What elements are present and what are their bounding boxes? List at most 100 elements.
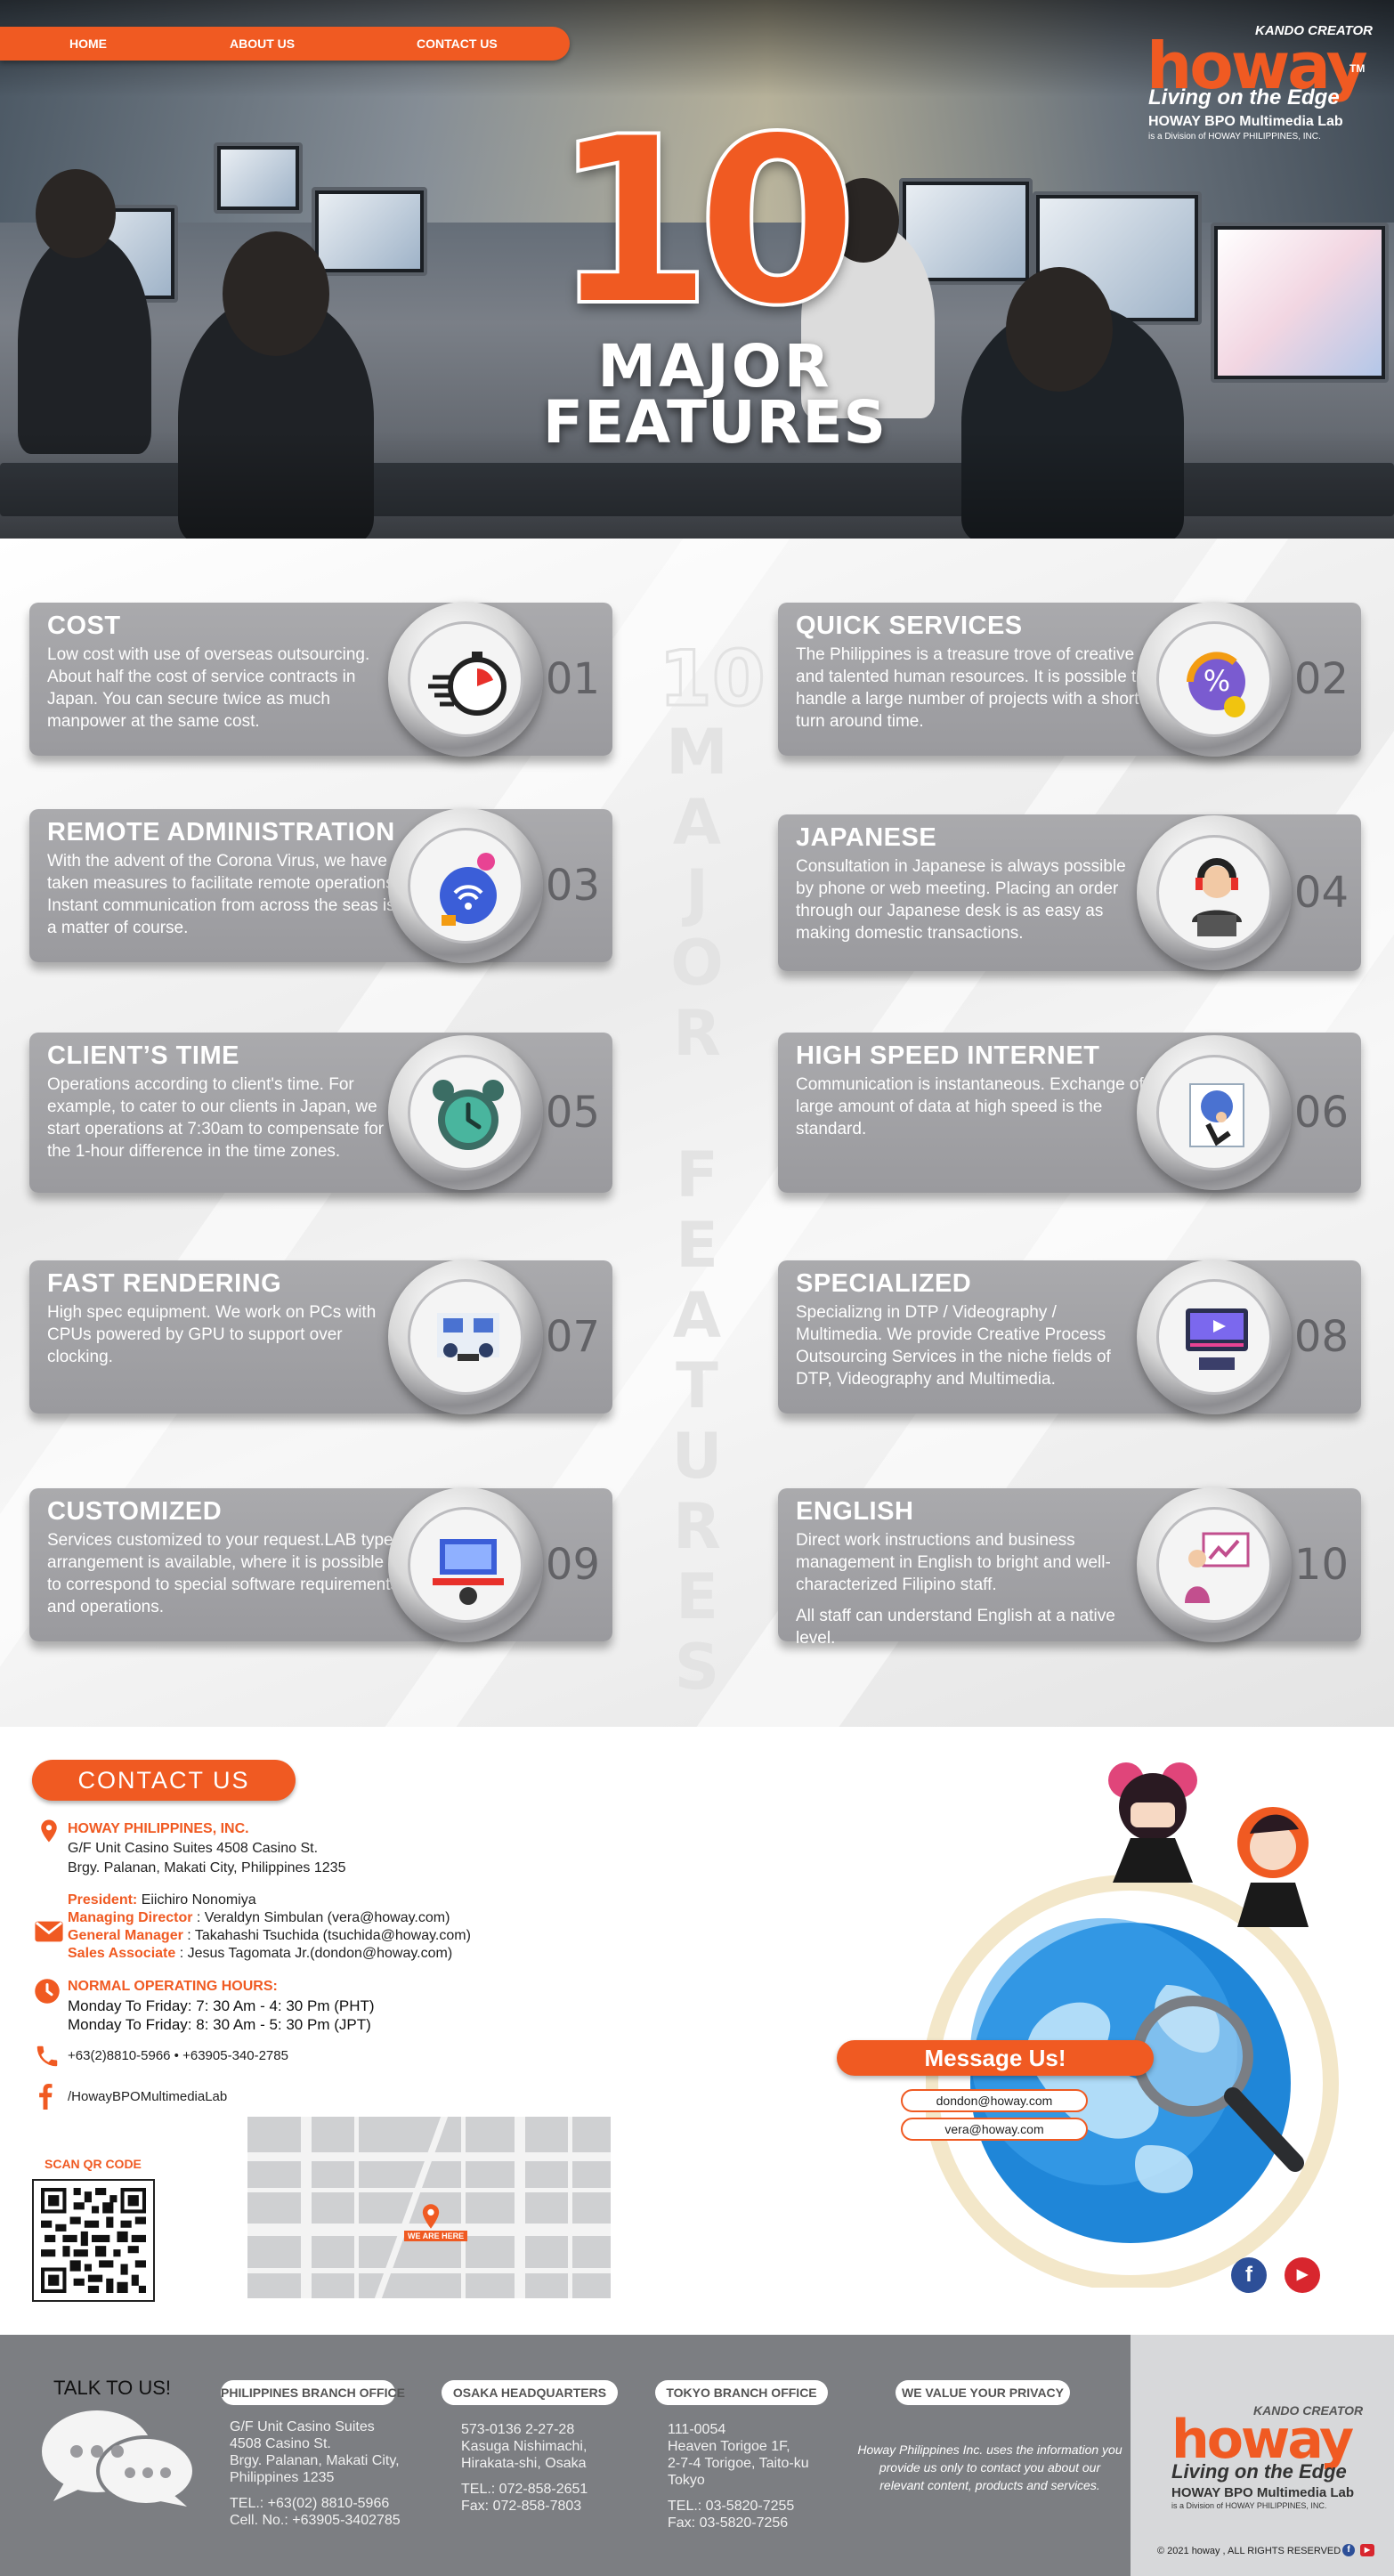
feature-card: CUSTOMIZED Services customized to your r… — [29, 1488, 612, 1641]
privacy-text: Howay Philippines Inc. uses the informat… — [856, 2441, 1123, 2494]
ph-tel[interactable]: TEL.: +63(02) 8810-5966 — [230, 2495, 401, 2512]
company-address-line1: G/F Unit Casino Suites 4508 Casino St. — [68, 1840, 318, 1858]
alarm-clock-icon — [424, 1071, 513, 1160]
watermark-letter: T — [659, 1351, 735, 1422]
nav-home-link[interactable]: HOME — [69, 36, 107, 51]
tokyo-fax: Fax: 03-5820-7256 — [668, 2515, 809, 2531]
logo-tm: TM — [1349, 62, 1365, 75]
md-label: Managing Director — [68, 1910, 192, 1925]
footer-logo-lab: HOWAY BPO Multimedia Lab — [1171, 2485, 1354, 2500]
feature-icon-ring — [1137, 1035, 1292, 1190]
logo-division: is a Division of HOWAY PHILIPPINES, INC. — [1148, 132, 1321, 142]
hero-number: 10 — [552, 107, 842, 338]
watermark-letter: J — [659, 858, 735, 928]
feature-body: Low cost with use of overseas outsourcin… — [47, 644, 399, 733]
feature-icon-ring — [1137, 1487, 1292, 1642]
email-link-vera[interactable]: vera@howay.com — [901, 2118, 1088, 2141]
facebook-handle[interactable]: /HowayBPOMultimediaLab — [68, 2088, 227, 2106]
feature-icon-ring — [1137, 1260, 1292, 1414]
feature-icon-ring — [1137, 815, 1292, 970]
company-name: HOWAY PHILIPPINES, INC. — [68, 1821, 249, 1837]
footer-facebook-icon[interactable]: f — [1342, 2544, 1355, 2556]
gm-name[interactable]: : Takahashi Tsuchida (tsuchida@howay.com… — [183, 1928, 471, 1943]
watermark-letter: O — [659, 928, 735, 999]
feature-icon-ring — [388, 808, 543, 963]
discount-icon: % — [1172, 637, 1261, 726]
feature-title: FAST RENDERING — [47, 1269, 281, 1299]
feature-body: Direct work instructions and business ma… — [796, 1529, 1147, 1649]
feature-card: HIGH SPEED INTERNET Communication is ins… — [778, 1033, 1361, 1193]
youtube-icon[interactable]: ▶ — [1285, 2257, 1320, 2293]
feature-body: Services customized to your request.LAB … — [47, 1529, 399, 1618]
running-speed-icon — [1172, 1071, 1261, 1160]
mail-icon — [34, 1918, 64, 1945]
footer-youtube-icon[interactable]: ▶ — [1360, 2544, 1374, 2556]
logo-lab-name: HOWAY BPO Multimedia Lab — [1148, 114, 1343, 130]
video-editing-icon — [1172, 1295, 1261, 1384]
qr-code[interactable] — [32, 2179, 155, 2302]
feature-title: HIGH SPEED INTERNET — [796, 1041, 1099, 1071]
feature-card: FAST RENDERING High spec equipment. We w… — [29, 1260, 612, 1414]
feature-title: CUSTOMIZED — [47, 1497, 222, 1527]
feature-body: Communication is instantaneous. Exchange… — [796, 1073, 1147, 1140]
phone-icon — [34, 2043, 61, 2070]
top-nav-bar: HOME ABOUT US CONTACT US — [0, 27, 570, 61]
feature-icon-ring: % — [1137, 602, 1292, 757]
footer-logo-division: is a Division of HOWAY PHILIPPINES, INC. — [1171, 2501, 1326, 2510]
watermark-letter — [659, 1069, 735, 1139]
watermark-letter: S — [659, 1632, 735, 1703]
osaka-tel[interactable]: TEL.: 072-858-2651 — [461, 2481, 588, 2498]
workstation-icon — [424, 1523, 513, 1612]
watermark-letter: E — [659, 1211, 735, 1281]
feature-card: COST Low cost with use of overseas outso… — [29, 603, 612, 756]
presentation-icon — [1172, 1523, 1261, 1612]
hero-title-line2: FEATURES — [0, 388, 1394, 457]
feature-card: QUICK SERVICES The Philippines is a trea… — [778, 603, 1361, 756]
map-pin-icon — [421, 2204, 441, 2229]
remote-work-icon — [424, 844, 513, 933]
tokyo-tel[interactable]: TEL.: 03-5820-7255 — [668, 2498, 809, 2515]
nav-about-link[interactable]: ABOUT US — [230, 36, 295, 51]
tokyo-office-title: TOKYO BRANCH OFFICE — [655, 2380, 828, 2405]
ph-office-title: PHILIPPINES BRANCH OFFICE — [221, 2380, 395, 2405]
howay-logo[interactable]: KANDO CREATOR howay TM Living on the Edg… — [1147, 16, 1378, 150]
feature-icon-ring — [388, 1487, 543, 1642]
osaka-office-address: 573-0136 2-27-28 Kasuga Nishimachi, Hira… — [461, 2421, 588, 2515]
location-pin-icon — [36, 1818, 62, 1844]
contact-us-heading: CONTACT US — [32, 1760, 296, 1801]
feature-title: REMOTE ADMINISTRATION — [47, 818, 395, 847]
feature-number: 07 — [546, 1312, 600, 1362]
feature-body-extra: All staff can understand English at a na… — [796, 1605, 1147, 1649]
privacy-title: WE VALUE YOUR PRIVACY — [896, 2380, 1070, 2405]
facebook-icon[interactable]: f — [1231, 2257, 1267, 2293]
feature-number: 06 — [1294, 1088, 1349, 1138]
ph-cell[interactable]: Cell. No.: +63905-3402785 — [230, 2512, 401, 2529]
nav-contact-link[interactable]: CONTACT US — [417, 36, 498, 51]
watermark-letter: M — [659, 717, 735, 788]
message-us-button[interactable]: Message Us! — [837, 2040, 1154, 2076]
md-name[interactable]: : Veraldyn Simbulan (vera@howay.com) — [192, 1910, 450, 1925]
footer-logo[interactable]: KANDO CREATOR howay Living on the Edge H… — [1171, 2403, 1385, 2519]
phone-numbers[interactable]: +63(2)8810-5966 • +63905-340-2785 — [68, 2047, 288, 2065]
feature-icon-ring — [388, 1260, 543, 1414]
osaka-office-title: OSAKA HEADQUARTERS — [442, 2380, 618, 2405]
feature-body: Consultation in Japanese is always possi… — [796, 855, 1147, 944]
feature-number: 05 — [546, 1088, 600, 1138]
qr-code-icon — [41, 2188, 146, 2293]
hours-pht: Monday To Friday: 7: 30 Am - 4: 30 Pm (P… — [68, 1997, 375, 2015]
feature-title: ENGLISH — [796, 1497, 913, 1527]
chat-bubbles-icon[interactable] — [39, 2409, 199, 2507]
location-map[interactable]: WE ARE HERE — [247, 2117, 611, 2298]
talk-to-us-label: TALK TO US! — [53, 2377, 171, 2400]
email-link-dondon[interactable]: dondon@howay.com — [901, 2089, 1088, 2112]
feature-card: CLIENT’S TIME Operations according to cl… — [29, 1033, 612, 1193]
watermark-letter: A — [659, 788, 735, 858]
feature-card: REMOTE ADMINISTRATION With the advent of… — [29, 809, 612, 962]
copyright-text: © 2021 howay , ALL RIGHTS RESERVED — [1157, 2546, 1341, 2556]
sa-name[interactable]: : Jesus Tagomata Jr.(dondon@howay.com) — [175, 1946, 452, 1961]
feature-number: 08 — [1294, 1312, 1349, 1362]
feature-title: SPECIALIZED — [796, 1269, 971, 1299]
facebook-f-icon — [36, 2083, 55, 2110]
stopwatch-icon — [424, 637, 513, 726]
